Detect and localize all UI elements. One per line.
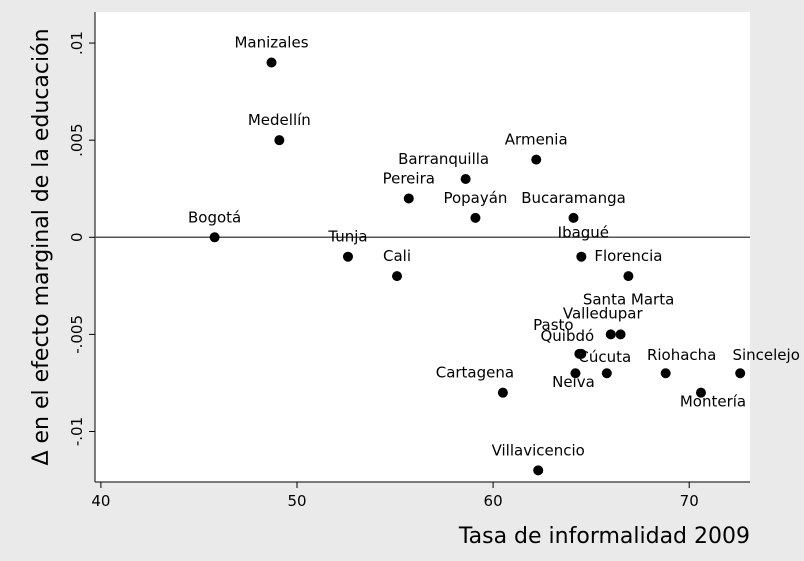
point <box>570 368 581 379</box>
y-tick-label: .005 <box>68 123 86 156</box>
point <box>576 251 587 262</box>
point <box>460 174 471 185</box>
y-axis-title: Δ en el efecto marginal de la educación <box>29 28 54 465</box>
point-label: Tunja <box>327 228 367 246</box>
point-label: Medellín <box>248 111 311 129</box>
point-label: Pasto <box>533 316 573 334</box>
point <box>470 212 481 223</box>
point <box>403 193 414 204</box>
point-label: Bucaramanga <box>521 189 626 207</box>
point-label: Manizales <box>234 33 308 51</box>
point-label: Valledupar <box>563 304 644 322</box>
point <box>605 329 616 340</box>
point-label: Villavicencio <box>492 441 585 459</box>
plot-area <box>95 12 750 482</box>
point-label: Bogotá <box>188 208 241 226</box>
point <box>568 212 579 223</box>
point <box>531 154 542 165</box>
point <box>660 368 671 379</box>
point-label: Barranquilla <box>398 150 489 168</box>
y-tick-label: -.01 <box>68 417 86 446</box>
point <box>392 271 403 282</box>
point-label: Neiva <box>552 373 595 391</box>
point-label: Armenia <box>505 131 568 149</box>
point-label: Cúcuta <box>578 348 631 366</box>
point-label: Quibdó <box>540 327 594 345</box>
point-label: Ibagué <box>558 224 609 242</box>
point-label: Cali <box>383 247 411 265</box>
point <box>274 135 285 146</box>
point-label: Montería <box>680 393 746 411</box>
y-tick-label: 0 <box>68 233 86 243</box>
point <box>266 57 277 68</box>
point-label: Riohacha <box>647 346 716 364</box>
point <box>342 251 353 262</box>
y-tick-label: .01 <box>68 31 86 55</box>
point <box>497 387 508 398</box>
point <box>695 387 706 398</box>
x-tick-label: 70 <box>680 492 699 510</box>
point <box>576 348 587 359</box>
x-tick-label: 50 <box>287 492 306 510</box>
point <box>615 329 626 340</box>
point-label: Santa Marta <box>583 290 674 308</box>
point-label: Cartagena <box>436 364 514 382</box>
y-tick-label: -.005 <box>68 315 86 354</box>
x-tick-label: 60 <box>484 492 503 510</box>
point <box>735 368 746 379</box>
point <box>209 232 220 243</box>
x-axis-title: Tasa de informalidad 2009 <box>458 524 750 549</box>
point-label: Popayán <box>443 189 507 207</box>
x-tick-label: 40 <box>91 492 110 510</box>
point <box>533 465 544 476</box>
point-label: Sincelejo <box>732 346 799 364</box>
point <box>623 271 634 282</box>
point-label: Florencia <box>594 247 662 265</box>
point-label: Pereira <box>383 169 435 187</box>
point <box>601 368 612 379</box>
